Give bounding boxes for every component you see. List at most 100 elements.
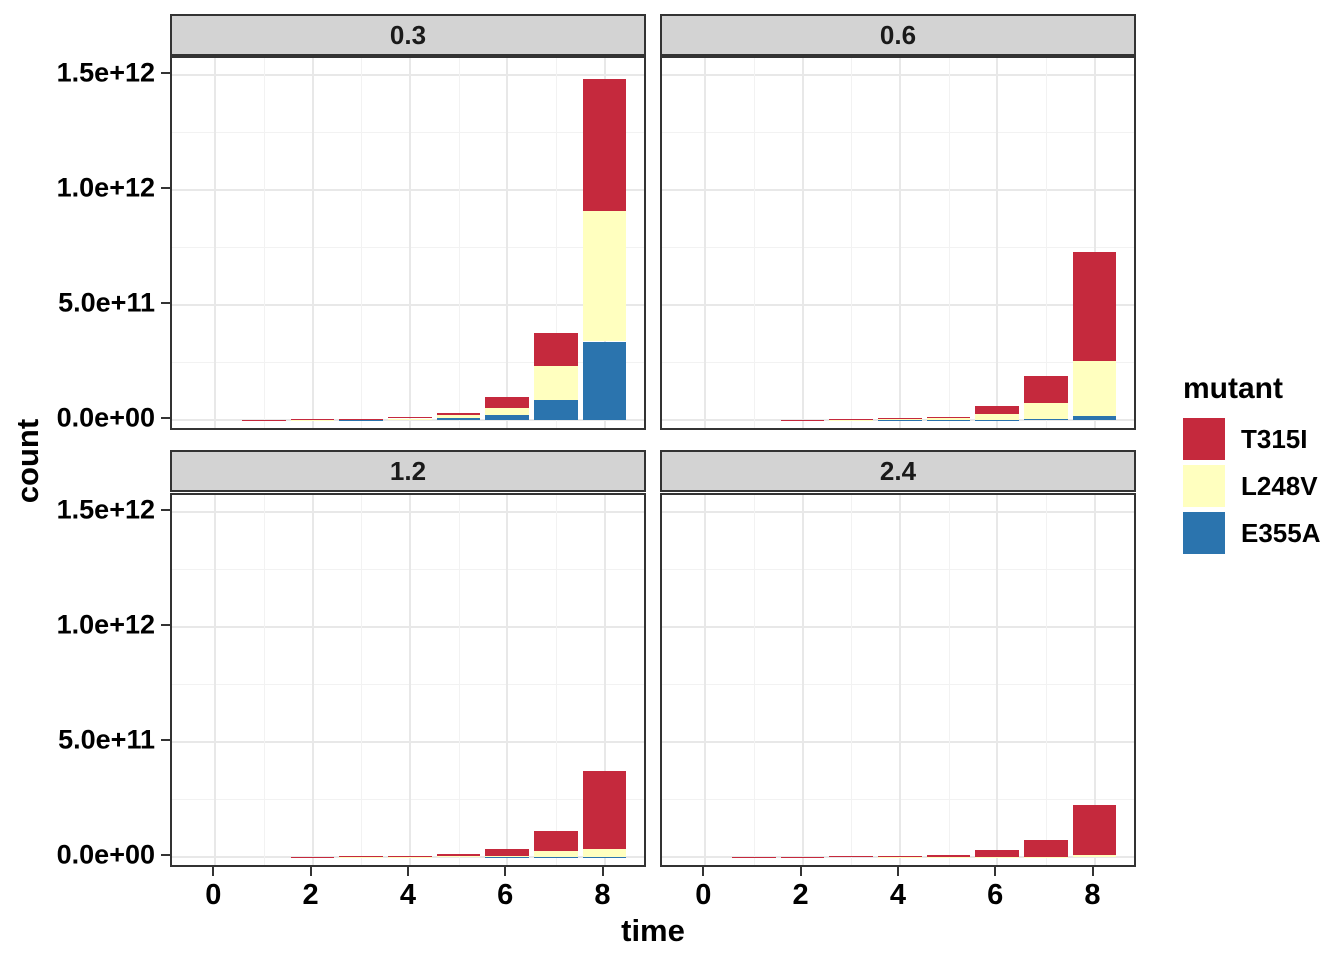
x-tick-label: 2 (302, 879, 319, 911)
facet-strip-0.3: 0.3 (170, 14, 646, 56)
gridline-x-minor (1045, 495, 1047, 865)
legend-item-T315I: T315I (1183, 418, 1321, 460)
legend-swatch-L248V (1183, 465, 1225, 507)
gridline-x-minor (948, 495, 950, 865)
y-tick (161, 738, 170, 741)
gridline-x-major (506, 58, 509, 428)
plot-panel-0.3 (170, 56, 646, 430)
y-tick (161, 854, 170, 856)
gridline-x-minor (1045, 58, 1047, 428)
legend-label-T315I: T315I (1241, 423, 1308, 454)
legend-swatch-T315I (1183, 418, 1225, 460)
bar-segment-0.3-t8-T315I (582, 78, 627, 212)
facet-strip-0.6: 0.6 (660, 14, 1136, 56)
x-tick (309, 867, 312, 876)
bar-segment-0.6-t4-T315I (878, 418, 922, 420)
gridline-x-minor (555, 58, 557, 428)
y-tick-label: 5.0e+11 (58, 724, 155, 755)
plot-panel-1.2 (170, 493, 646, 867)
gridline-y-major (662, 625, 1134, 628)
gridline-y-minor (662, 247, 1134, 249)
y-tick-label: 1.0e+12 (56, 172, 155, 203)
bar-segment-0.6-t8-E355A (1072, 416, 1117, 420)
bar-segment-1.2-t6-L248V (485, 855, 530, 857)
gridline-y-major (172, 303, 644, 306)
bar-segment-2.4-t3-T315I (829, 856, 874, 857)
bar-segment-1.2-t4-T315I (388, 855, 432, 857)
bar-segment-2.4-t7-T315I (1023, 840, 1068, 857)
bar-segment-1.2-t7-L248V (533, 850, 578, 857)
legend-label-L248V: L248V (1241, 470, 1318, 501)
legend-swatch-E355A (1183, 512, 1225, 554)
legend: mutant T315I L248V E355A (1183, 372, 1321, 559)
bar-segment-0.6-t8-L248V (1072, 360, 1117, 417)
gridline-x-minor (361, 58, 363, 428)
gridline-y-minor (172, 247, 644, 249)
x-tick (896, 867, 899, 876)
gridline-y-minor (662, 569, 1134, 571)
gridline-x-major (898, 495, 901, 865)
gridline-x-minor (263, 58, 265, 428)
x-tick (702, 867, 705, 876)
bar-segment-2.4-t8-L248V (1072, 855, 1117, 857)
y-tick-label: 1.0e+12 (56, 609, 155, 640)
gridline-y-major (662, 419, 1134, 421)
x-tick-label: 0 (695, 879, 712, 911)
gridline-y-major (662, 73, 1134, 76)
gridline-x-minor (753, 58, 755, 428)
gridline-x-major (506, 495, 509, 865)
bar-segment-1.2-t5-L248V (436, 856, 481, 857)
bar-segment-0.6-t5-L248V (926, 418, 971, 420)
x-tick-label: 4 (889, 879, 906, 911)
bar-segment-1.2-t8-T315I (582, 770, 627, 850)
x-tick (212, 867, 215, 876)
gridline-y-major (662, 303, 1134, 306)
bar-segment-0.6-t7-L248V (1023, 402, 1068, 420)
gridline-x-major (311, 495, 314, 865)
gridline-y-major (172, 510, 644, 513)
gridline-y-minor (662, 132, 1134, 134)
x-tick (601, 867, 604, 876)
gridline-x-minor (851, 495, 853, 865)
gridline-y-minor (662, 362, 1134, 364)
bar-segment-0.3-t5-E355A (436, 417, 481, 420)
gridline-x-major (801, 495, 804, 865)
gridline-y-minor (172, 799, 644, 801)
gridline-x-minor (948, 58, 950, 428)
bar-segment-2.4-t8-T315I (1072, 805, 1117, 856)
y-tick (161, 301, 170, 304)
x-tick-label: 2 (792, 879, 809, 911)
gridline-y-major (172, 740, 644, 743)
gridline-y-major (662, 188, 1134, 191)
gridline-x-minor (361, 495, 363, 865)
x-tick (1091, 867, 1094, 876)
y-tick-label: 0.0e+00 (56, 402, 155, 433)
gridline-x-minor (555, 495, 557, 865)
bar-segment-0.3-t8-L248V (582, 211, 627, 342)
gridline-x-major (704, 495, 707, 865)
legend-label-E355A: E355A (1241, 517, 1321, 548)
gridline-x-major (214, 58, 217, 428)
x-tick-label: 8 (594, 879, 611, 911)
bar-segment-2.4-t6-T315I (975, 850, 1020, 857)
gridline-y-minor (172, 132, 644, 134)
gridline-y-major (172, 856, 644, 858)
bar-segment-0.6-t5-T315I (926, 416, 971, 419)
gridline-y-major (662, 510, 1134, 513)
gridline-x-major (1093, 495, 1096, 865)
bar-segment-0.6-t8-T315I (1072, 251, 1117, 361)
facet-strip-2.4: 2.4 (660, 450, 1136, 492)
x-tick (994, 867, 997, 876)
gridline-x-major (996, 495, 999, 865)
gridline-y-minor (662, 799, 1134, 801)
y-tick (161, 623, 170, 626)
gridline-x-major (408, 495, 411, 865)
gridline-y-minor (172, 684, 644, 686)
x-axis-title: time (621, 913, 685, 948)
y-tick-label: 1.5e+12 (56, 57, 155, 88)
bar-segment-0.3-t4-L248V (388, 418, 432, 420)
gridline-x-minor (263, 495, 265, 865)
gridline-x-major (311, 58, 314, 428)
plot-panel-0.6 (660, 56, 1136, 430)
plot-panel-2.4 (660, 493, 1136, 867)
